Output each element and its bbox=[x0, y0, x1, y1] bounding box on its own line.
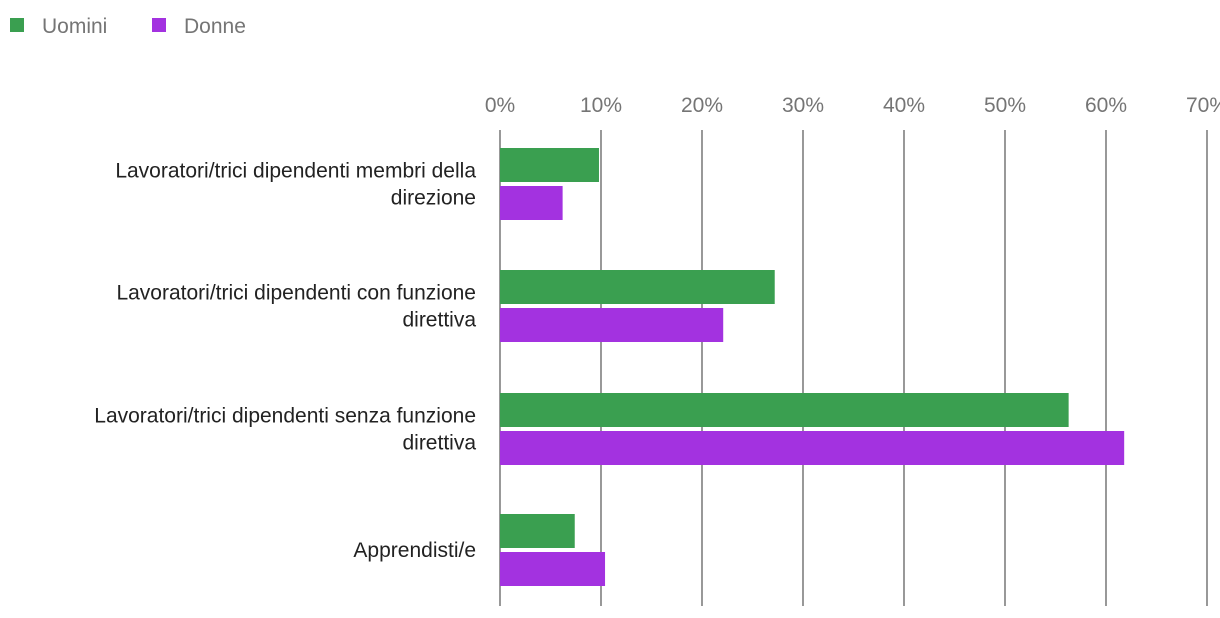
bar-donne-1[interactable] bbox=[500, 186, 563, 220]
x-tick-label: 0% bbox=[485, 94, 515, 117]
bars bbox=[500, 148, 1125, 586]
legend-item-1[interactable]: Uomini bbox=[10, 15, 107, 38]
bar-uomini-1[interactable] bbox=[500, 148, 599, 182]
x-tick-label: 10% bbox=[580, 94, 622, 117]
category-label: Lavoratori/trici dipendenti senza funzio… bbox=[94, 405, 476, 455]
bar-uomini-2[interactable] bbox=[500, 270, 775, 304]
legend-label: Uomini bbox=[42, 15, 107, 38]
x-axis-ticks: 0% 10% 20% 30% 40% 50% 60% 70% bbox=[485, 94, 1220, 117]
bar-donne-2[interactable] bbox=[500, 308, 724, 342]
x-tick-label: 70% bbox=[1186, 94, 1220, 117]
x-tick-label: 40% bbox=[883, 94, 925, 117]
x-tick-label: 50% bbox=[984, 94, 1026, 117]
legend: Uomini Donne bbox=[10, 15, 246, 38]
x-tick-label: 30% bbox=[782, 94, 824, 117]
bar-uomini-3[interactable] bbox=[500, 393, 1069, 427]
x-tick-label: 60% bbox=[1085, 94, 1127, 117]
x-tick-label: 20% bbox=[681, 94, 723, 117]
bar-donne-4[interactable] bbox=[500, 552, 606, 586]
gridlines bbox=[499, 130, 1208, 606]
bar-uomini-4[interactable] bbox=[500, 514, 575, 548]
category-label: Apprendisti/e bbox=[353, 539, 476, 562]
legend-swatch bbox=[10, 18, 24, 32]
legend-item-2[interactable]: Donne bbox=[152, 15, 246, 38]
legend-swatch bbox=[152, 18, 166, 32]
bar-donne-3[interactable] bbox=[500, 431, 1125, 465]
legend-label: Donne bbox=[184, 15, 246, 38]
category-label: Lavoratori/trici dipendenti con funzione… bbox=[116, 282, 476, 332]
category-labels: Lavoratori/trici dipendenti membri della… bbox=[94, 160, 476, 563]
category-label: Lavoratori/trici dipendenti membri della… bbox=[115, 160, 476, 210]
